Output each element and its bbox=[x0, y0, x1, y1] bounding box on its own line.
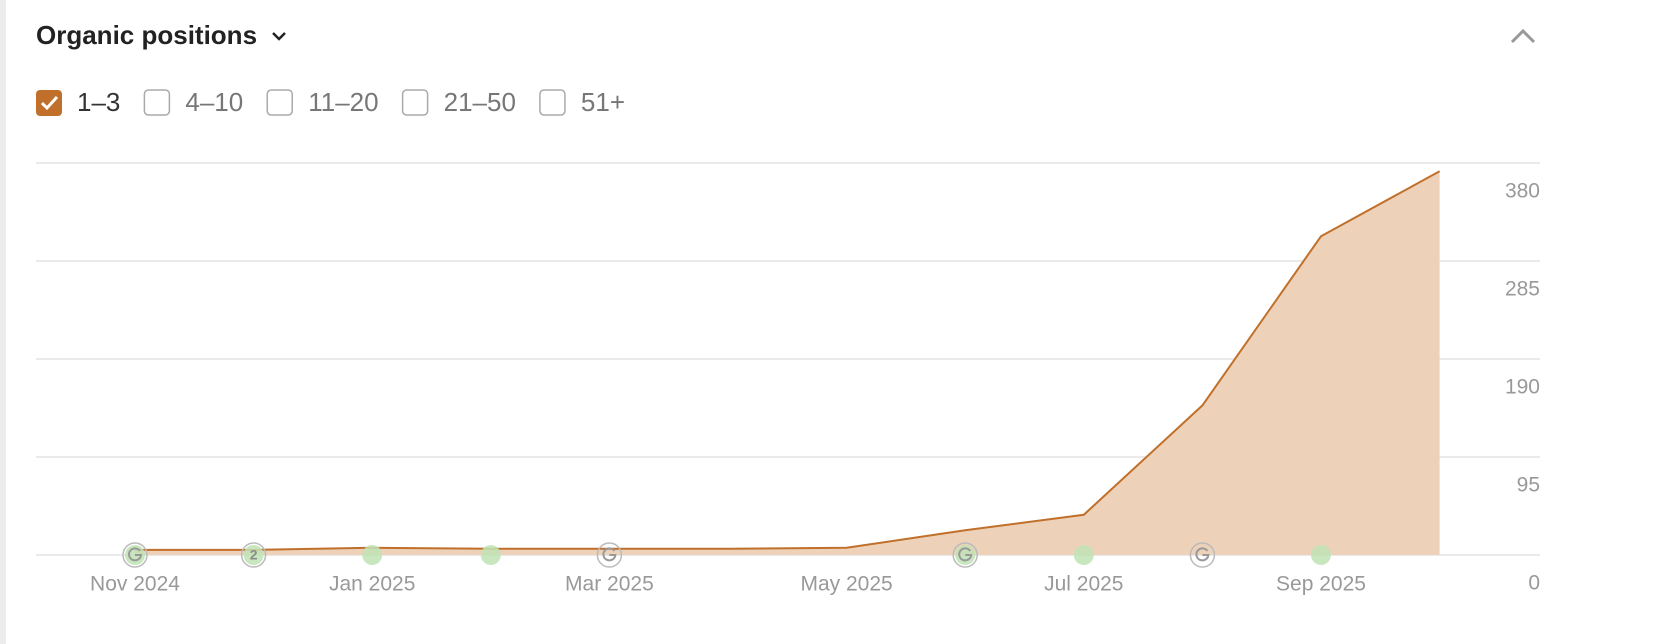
event-dot[interactable] bbox=[243, 545, 264, 565]
widget-title[interactable]: Organic positions bbox=[36, 20, 257, 50]
google-update-marker[interactable] bbox=[596, 542, 623, 568]
google-icon bbox=[1195, 547, 1210, 562]
event-dot[interactable] bbox=[1311, 545, 1331, 565]
filter-label[interactable]: 21–50 bbox=[444, 87, 516, 117]
google-update-marker[interactable] bbox=[122, 542, 148, 568]
left-border bbox=[0, 0, 6, 644]
filter-label[interactable]: 51+ bbox=[581, 87, 625, 117]
y-tick-label: 95 bbox=[1517, 474, 1540, 497]
filter-label[interactable]: 4–10 bbox=[185, 87, 243, 117]
filters: 1–3 4–10 11–20 21–50 51+ bbox=[36, 87, 625, 117]
area bbox=[135, 171, 1440, 555]
event-badge-count: 2 bbox=[250, 547, 258, 563]
google-update-marker[interactable] bbox=[952, 542, 978, 568]
y-tick-label: 190 bbox=[1505, 376, 1540, 399]
y-tick-label: 0 bbox=[1528, 572, 1540, 595]
event-dot[interactable] bbox=[480, 545, 501, 565]
checkbox[interactable] bbox=[266, 89, 293, 116]
google-icon bbox=[602, 547, 617, 562]
x-tick-label: Mar 2025 bbox=[565, 573, 654, 596]
event-dot[interactable] bbox=[1073, 545, 1094, 565]
event-dot[interactable] bbox=[362, 545, 383, 565]
google-icon bbox=[128, 547, 143, 562]
checkbox-checked[interactable] bbox=[36, 90, 62, 116]
x-tick-label: May 2025 bbox=[800, 573, 892, 596]
plot: 0 95 190 285 380 Nov 2024 Jan 2025 Mar 2025 May … bbox=[36, 162, 1540, 596]
filter-label[interactable]: 1–3 bbox=[77, 87, 120, 117]
title-dropdown-chevron[interactable] bbox=[272, 32, 286, 41]
filter-label[interactable]: 11–20 bbox=[308, 87, 378, 117]
checkbox[interactable] bbox=[143, 89, 171, 116]
checkmark bbox=[40, 95, 59, 111]
checkbox[interactable] bbox=[401, 89, 429, 116]
x-tick-label: Nov 2024 bbox=[90, 573, 180, 596]
google-update-marker[interactable] bbox=[1189, 542, 1216, 568]
collapse-chevron[interactable] bbox=[1510, 28, 1536, 44]
x-tick-label: Jan 2025 bbox=[329, 573, 415, 596]
y-tick-label: 380 bbox=[1505, 180, 1540, 203]
event-badge-circle[interactable] bbox=[240, 542, 267, 568]
y-tick-label: 285 bbox=[1505, 278, 1540, 301]
checkbox[interactable] bbox=[539, 89, 566, 116]
google-icon bbox=[958, 547, 973, 562]
x-tick-label: Jul 2025 bbox=[1044, 573, 1123, 596]
x-tick-label: Sep 2025 bbox=[1276, 573, 1366, 596]
line bbox=[135, 170, 1441, 551]
